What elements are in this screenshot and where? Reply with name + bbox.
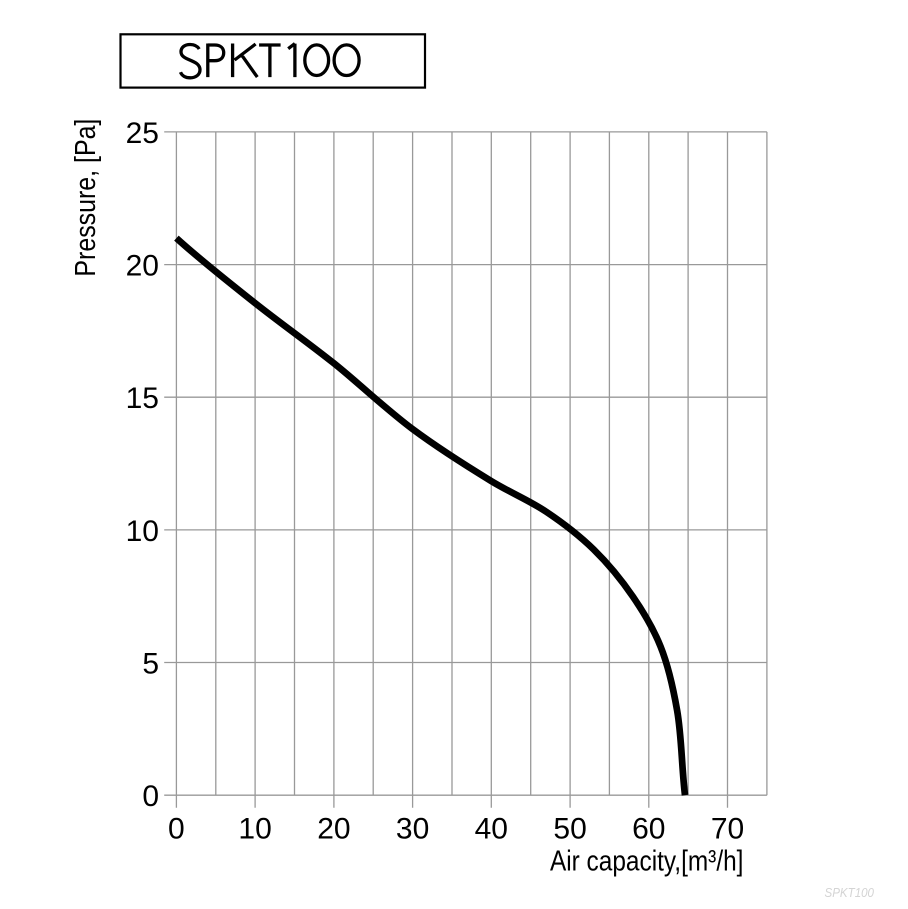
svg-text:5: 5 bbox=[142, 647, 159, 680]
svg-text:60: 60 bbox=[632, 813, 665, 846]
svg-text:40: 40 bbox=[475, 813, 508, 846]
svg-text:15: 15 bbox=[126, 382, 159, 415]
svg-text:70: 70 bbox=[711, 813, 744, 846]
svg-text:30: 30 bbox=[396, 813, 429, 846]
svg-text:Air capacity,[m³/h]: Air capacity,[m³/h] bbox=[550, 845, 744, 877]
svg-text:10: 10 bbox=[238, 813, 271, 846]
svg-text:25: 25 bbox=[126, 117, 159, 150]
svg-text:SPKT100: SPKT100 bbox=[825, 885, 875, 900]
svg-text:50: 50 bbox=[553, 813, 586, 846]
svg-text:20: 20 bbox=[126, 250, 159, 283]
svg-text:0: 0 bbox=[142, 780, 159, 813]
svg-text:10: 10 bbox=[126, 515, 159, 548]
svg-text:0: 0 bbox=[168, 813, 185, 846]
svg-text:Pressure, [Pa]: Pressure, [Pa] bbox=[69, 119, 101, 277]
svg-text:20: 20 bbox=[317, 813, 350, 846]
